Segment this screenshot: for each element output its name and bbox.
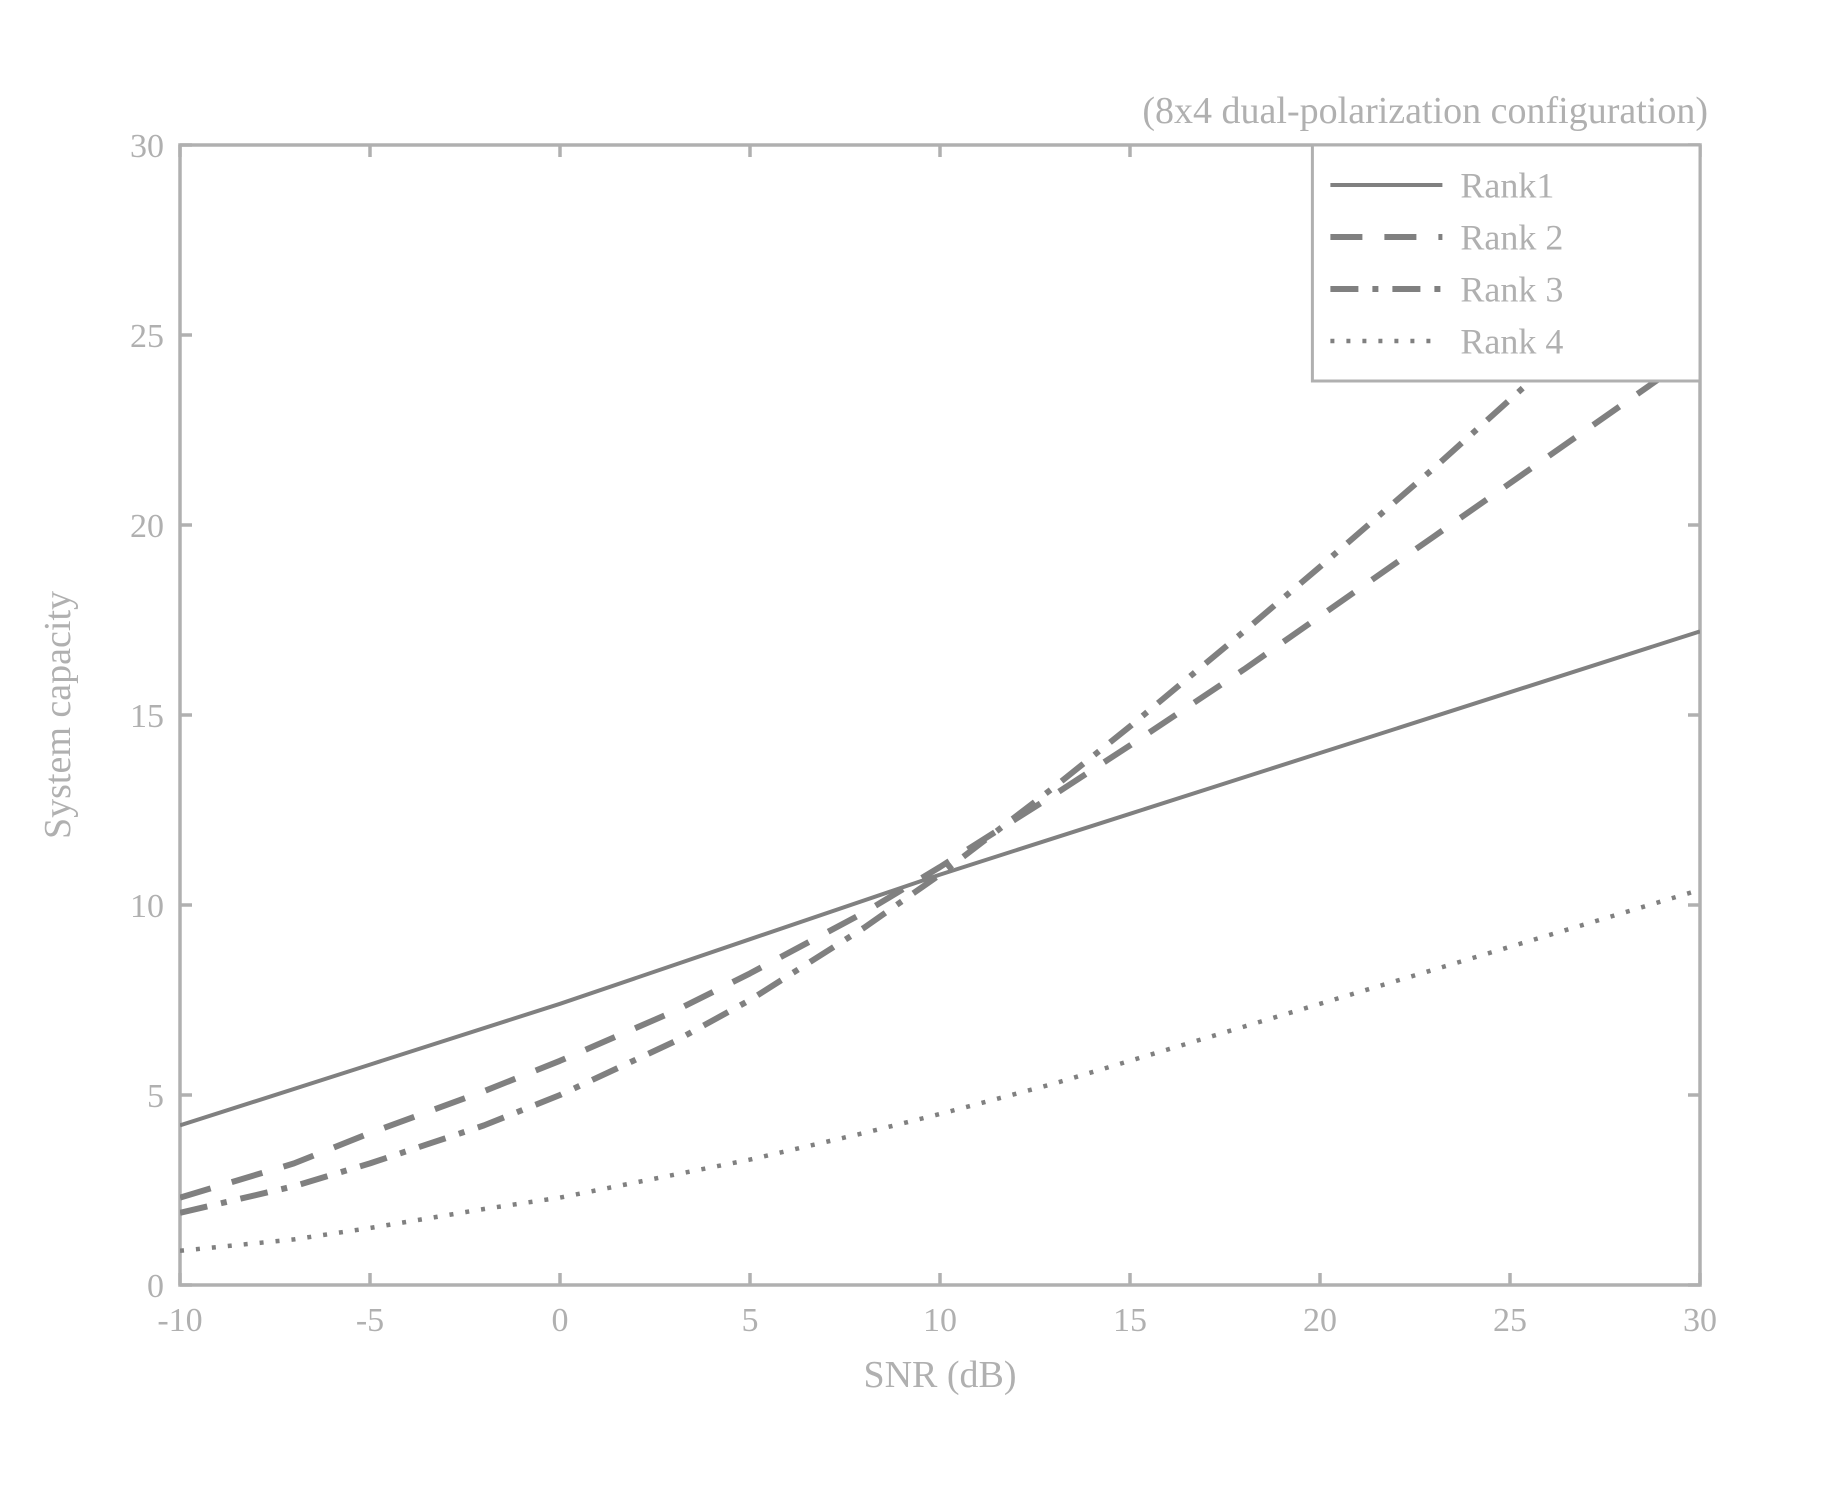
legend-text-rank2: Rank 2 xyxy=(1460,218,1563,258)
y-tick-label: 25 xyxy=(130,318,164,355)
x-tick-label: -5 xyxy=(356,1302,384,1339)
series-rank4 xyxy=(180,890,1700,1251)
y-tick-label: 20 xyxy=(130,508,164,545)
x-tick-label: 5 xyxy=(742,1302,759,1339)
legend: Rank1 Rank 2 Rank 3 Rank 4 xyxy=(1312,145,1700,381)
y-axis-label: System capacity xyxy=(37,591,79,839)
x-axis-label: SNR (dB) xyxy=(863,1354,1016,1396)
y-tick-label: 10 xyxy=(130,888,164,925)
chart-container: (8x4 dual-polarization configuration) -10… xyxy=(0,0,1827,1491)
series-rank2 xyxy=(180,350,1700,1197)
x-tick-label: 20 xyxy=(1303,1302,1337,1339)
x-tick-label: 0 xyxy=(552,1302,569,1339)
y-tick-label: 15 xyxy=(130,698,164,735)
y-tick-label: 30 xyxy=(130,128,164,165)
legend-text-rank4: Rank 4 xyxy=(1460,322,1563,362)
legend-text-rank3: Rank 3 xyxy=(1460,270,1563,310)
y-tick-label: 5 xyxy=(147,1078,164,1115)
x-tick-label: -10 xyxy=(157,1302,202,1339)
chart-title-text: (8x4 dual-polarization configuration) xyxy=(1142,90,1708,132)
x-tick-label: 10 xyxy=(923,1302,957,1339)
x-tick-label: 25 xyxy=(1493,1302,1527,1339)
chart-svg: (8x4 dual-polarization configuration) -10… xyxy=(0,0,1827,1491)
y-tick-label: 0 xyxy=(147,1268,164,1305)
x-tick-label: 30 xyxy=(1683,1302,1717,1339)
legend-text-rank1: Rank1 xyxy=(1460,166,1554,206)
series-rank1 xyxy=(180,631,1700,1125)
x-tick-label: 15 xyxy=(1113,1302,1147,1339)
